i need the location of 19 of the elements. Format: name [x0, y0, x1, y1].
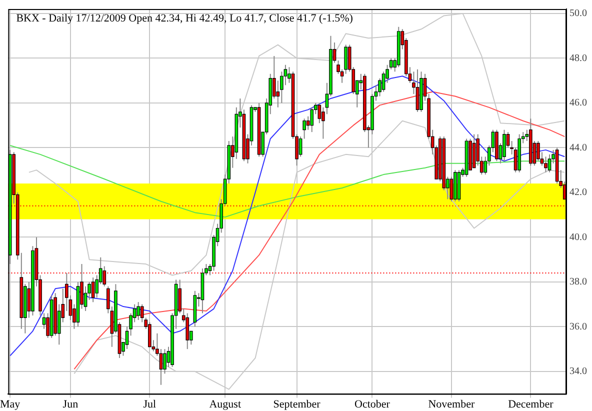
x-tick-label: Jul: [143, 398, 156, 410]
x-tick-label: December: [508, 398, 554, 410]
x-tick-label: Jun: [62, 398, 79, 410]
y-tick-label: 36.0: [570, 321, 587, 332]
chart-title: BKX - Daily 17/12/2009 Open 42.34, Hi 42.49, Lo 41.7, Close 41.7 (-1.5%): [16, 12, 354, 24]
x-tick-label: September: [273, 398, 321, 410]
y-tick-label: 40.0: [570, 232, 587, 243]
x-tick-label: May: [0, 398, 21, 410]
y-tick-label: 42.0: [570, 187, 587, 198]
y-tick-label: 46.0: [570, 98, 587, 109]
y-tick-label: 48.0: [570, 52, 587, 64]
x-tick-label: August: [209, 398, 241, 410]
y-tick-label: 34.0: [570, 366, 587, 378]
y-tick-label: 44.0: [570, 142, 587, 154]
x-tick-label: October: [354, 398, 390, 410]
candlestick: [502, 129, 506, 162]
y-tick-label: 38.0: [570, 276, 587, 288]
y-tick-label: 50.0: [570, 8, 587, 20]
x-tick-label: November: [428, 398, 475, 410]
